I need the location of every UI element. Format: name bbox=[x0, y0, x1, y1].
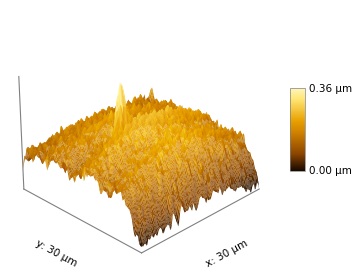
Y-axis label: y: 30 μm: y: 30 μm bbox=[34, 238, 79, 269]
X-axis label: x: 30 μm: x: 30 μm bbox=[204, 238, 249, 269]
